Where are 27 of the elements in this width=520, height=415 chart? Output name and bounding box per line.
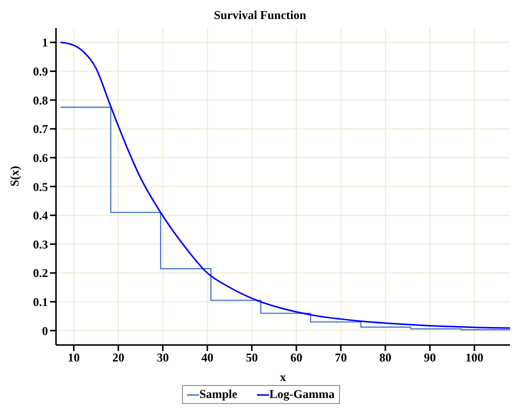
x-tick-label: 100 [465, 350, 484, 365]
y-tick-label: 0.1 [33, 295, 48, 310]
line-series [60, 42, 510, 329]
x-axis-title: x [280, 370, 286, 384]
x-tick-label: 70 [334, 350, 347, 365]
x-tick-label: 10 [68, 350, 80, 365]
y-tick-label: 0.7 [33, 122, 48, 136]
legend-label: Sample [198, 387, 238, 402]
y-tick-label: 0 [42, 324, 48, 338]
y-tick-label: 0.9 [33, 64, 48, 78]
y-tick-label: 0.2 [33, 266, 48, 280]
y-tick-label: 1 [42, 36, 48, 50]
x-tick-label: 60 [290, 350, 302, 365]
y-tick-label: 0.3 [33, 237, 48, 252]
y-axis-title: S(x) [7, 166, 22, 186]
y-tick-label: 0.5 [33, 180, 48, 194]
x-tick-label: 90 [424, 350, 436, 365]
x-tick-label: 80 [379, 350, 392, 365]
y-tick-label: 0.8 [33, 93, 48, 108]
y-tick-label: 0.4 [33, 208, 48, 223]
legend-label: Log-Gamma [268, 387, 335, 402]
x-tick-label: 20 [112, 350, 124, 365]
chart-title: Survival Function [212, 8, 308, 24]
x-tick-label: 50 [246, 350, 258, 365]
x-tick-label: 30 [156, 350, 169, 365]
y-tick-label: 0.6 [33, 150, 48, 165]
x-tick-label: 40 [201, 350, 214, 365]
